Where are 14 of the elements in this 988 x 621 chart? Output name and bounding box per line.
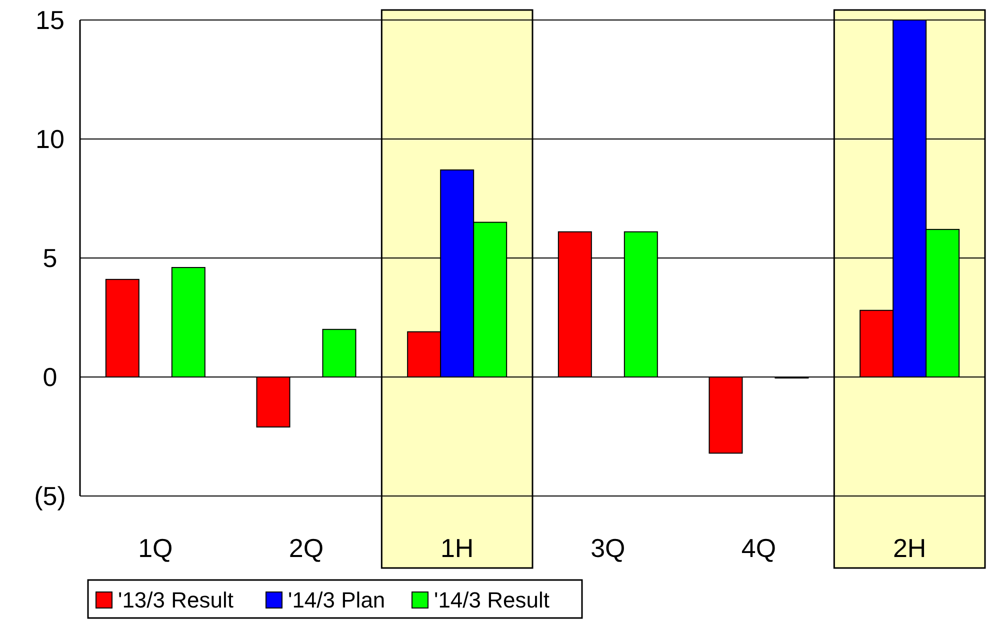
x-tick-label: 3Q [590, 533, 626, 564]
x-tick-label: 1H [440, 533, 474, 564]
legend-label: '14/3 Result [434, 588, 550, 613]
y-tick-label: 10 [36, 124, 64, 154]
legend-label: '14/3 Plan [288, 588, 386, 613]
y-tick-label: (5) [34, 481, 66, 512]
x-tick-label: 1Q [138, 533, 173, 564]
x-tick-label: 2H [892, 533, 926, 564]
y-tick-label: 15 [36, 5, 64, 36]
y-tick-label: 5 [42, 243, 58, 274]
y-tick-label: 0 [42, 362, 58, 392]
x-tick-label: 4Q [741, 533, 776, 564]
legend-label: '13/3 Result [118, 588, 234, 613]
x-tick-label: 2Q [288, 533, 324, 564]
